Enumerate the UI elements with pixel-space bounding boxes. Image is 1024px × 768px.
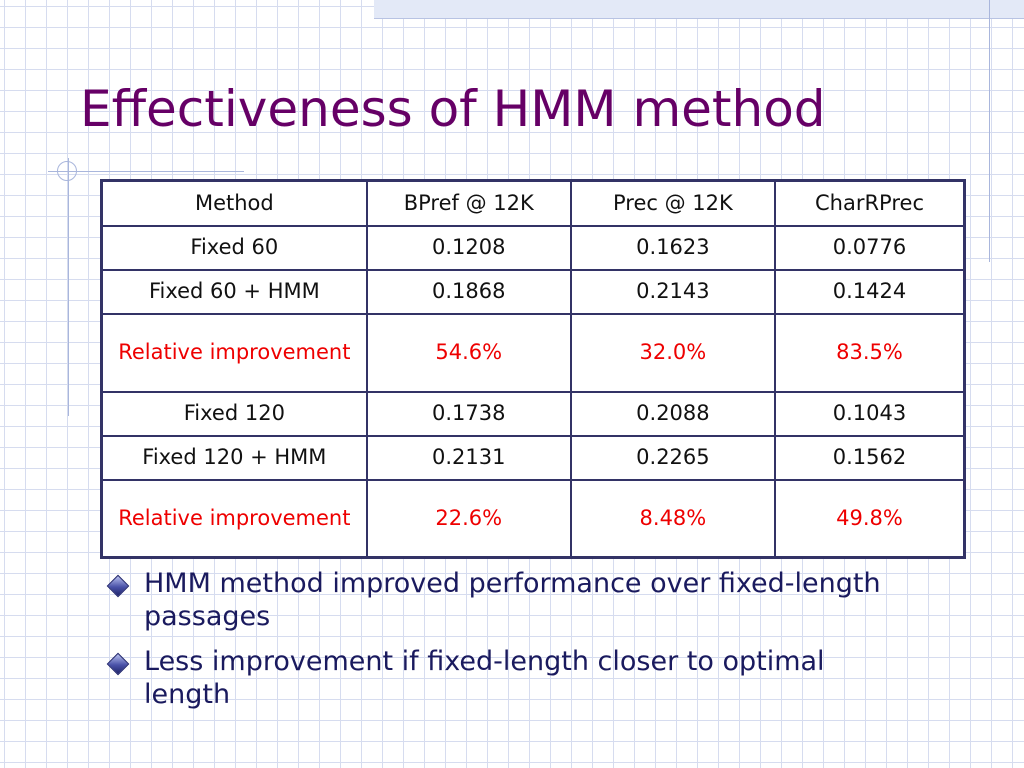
table-row: Fixed 60 + HMM 0.1868 0.2143 0.1424 [100,268,966,315]
method-cell: Relative improvement [100,312,368,393]
charrprec-cell: 0.1424 [773,268,966,315]
improvement-row: Relative improvement 54.6% 32.0% 83.5% [100,312,966,393]
bullet-text: Less improvement if fixed-length closer … [144,645,825,710]
bpref-cell: 0.1868 [365,268,572,315]
bpref-cell: 0.1208 [365,224,572,271]
prec-cell: 8.48% [569,478,776,559]
diamond-bullet-icon [106,574,130,598]
bullet-item: HMM method improved performance over fix… [106,568,898,634]
table-row: Fixed 120 + HMM 0.2131 0.2265 0.1562 [100,434,966,481]
bullet-text: HMM method improved performance over fix… [144,568,881,632]
results-table: Method BPref @ 12K Prec @ 12K CharRPrec … [100,179,966,559]
bpref-cell: 0.1738 [365,390,572,437]
charrprec-cell: 0.0776 [773,224,966,271]
header-prec: Prec @ 12K [569,179,776,227]
table-row: Fixed 60 0.1208 0.1623 0.0776 [100,224,966,271]
prec-cell: 0.1623 [569,224,776,271]
improvement-row: Relative improvement 22.6% 8.48% 49.8% [100,478,966,559]
bpref-cell: 54.6% [365,312,572,393]
decorative-vertical-rule-left [68,158,69,416]
decorative-vertical-rule-right [989,0,990,262]
method-cell: Fixed 60 + HMM [100,268,368,315]
method-cell: Fixed 60 [100,224,368,271]
slide-title: Effectiveness of HMM method [80,80,826,138]
method-cell: Fixed 120 + HMM [100,434,368,481]
top-decorative-band [374,0,1024,19]
bullet-list: HMM method improved performance over fix… [106,568,898,724]
header-method: Method [100,179,368,227]
table-row: Fixed 120 0.1738 0.2088 0.1043 [100,390,966,437]
decorative-circle-icon [57,161,77,181]
table-header-row: Method BPref @ 12K Prec @ 12K CharRPrec [100,179,966,227]
method-cell: Fixed 120 [100,390,368,437]
bullet-item: Less improvement if fixed-length closer … [106,645,898,712]
bpref-cell: 0.2131 [365,434,572,481]
prec-cell: 0.2265 [569,434,776,481]
prec-cell: 0.2143 [569,268,776,315]
prec-cell: 0.2088 [569,390,776,437]
charrprec-cell: 83.5% [773,312,966,393]
header-charrprec: CharRPrec [773,179,966,227]
method-cell: Relative improvement [100,478,368,559]
prec-cell: 32.0% [569,312,776,393]
charrprec-cell: 0.1562 [773,434,966,481]
diamond-bullet-icon [106,652,130,676]
charrprec-cell: 0.1043 [773,390,966,437]
header-bpref: BPref @ 12K [365,179,572,227]
bpref-cell: 22.6% [365,478,572,559]
decorative-horizontal-rule [48,171,244,172]
charrprec-cell: 49.8% [773,478,966,559]
